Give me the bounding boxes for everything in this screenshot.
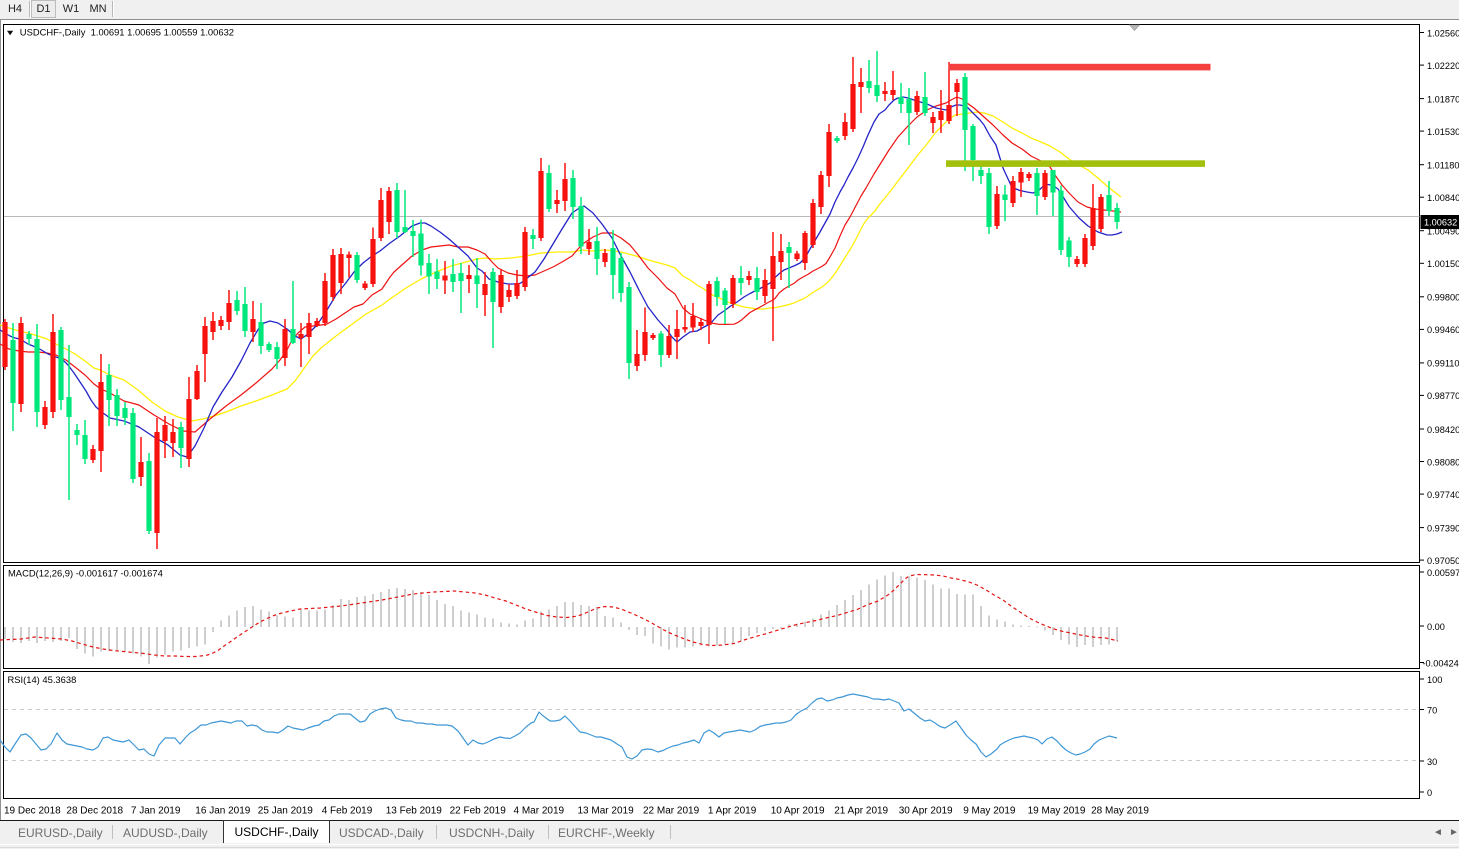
svg-text:19 Dec 2018: 19 Dec 2018 [4, 806, 61, 817]
svg-text:13 Feb 2019: 13 Feb 2019 [386, 806, 443, 817]
svg-text:MACD(12,26,9) -0.001617 -0.001: MACD(12,26,9) -0.001617 -0.001674 [8, 568, 163, 579]
svg-text:1.01530: 1.01530 [1427, 127, 1459, 137]
svg-text:1.01870: 1.01870 [1427, 94, 1459, 104]
svg-text:0.99460: 0.99460 [1427, 325, 1459, 335]
svg-text:10 Apr 2019: 10 Apr 2019 [771, 806, 825, 817]
svg-text:0.98420: 0.98420 [1427, 425, 1459, 435]
svg-text:13 Mar 2019: 13 Mar 2019 [578, 806, 635, 817]
svg-text:4 Mar 2019: 4 Mar 2019 [514, 806, 565, 817]
svg-text:22 Feb 2019: 22 Feb 2019 [450, 806, 507, 817]
svg-text:70: 70 [1427, 705, 1437, 715]
svg-text:9 May 2019: 9 May 2019 [963, 806, 1016, 817]
svg-text:0.00597: 0.00597 [1427, 568, 1459, 578]
svg-text:0.99800: 0.99800 [1427, 293, 1459, 303]
svg-text:1.00150: 1.00150 [1427, 259, 1459, 269]
svg-text:0.98080: 0.98080 [1427, 457, 1459, 467]
svg-text:-0.00424: -0.00424 [1423, 658, 1459, 668]
svg-text:25 Jan 2019: 25 Jan 2019 [258, 806, 313, 817]
svg-text:0.97050: 0.97050 [1427, 556, 1459, 566]
svg-text:1.02560: 1.02560 [1427, 28, 1459, 38]
svg-text:1.00840: 1.00840 [1427, 193, 1459, 203]
svg-text:4 Feb 2019: 4 Feb 2019 [322, 806, 373, 817]
svg-text:0.00: 0.00 [1427, 622, 1445, 632]
svg-text:1.00632: 1.00632 [1424, 218, 1457, 228]
svg-text:28 Dec 2018: 28 Dec 2018 [66, 806, 123, 817]
svg-text:1.01180: 1.01180 [1427, 161, 1459, 171]
svg-text:28 May 2019: 28 May 2019 [1091, 806, 1149, 817]
svg-text:RSI(14) 45.3638: RSI(14) 45.3638 [8, 674, 77, 685]
svg-text:30 Apr 2019: 30 Apr 2019 [899, 806, 953, 817]
svg-text:100: 100 [1427, 675, 1442, 685]
svg-text:30: 30 [1427, 757, 1437, 767]
svg-text:19 May 2019: 19 May 2019 [1028, 806, 1086, 817]
svg-text:0: 0 [1427, 788, 1432, 798]
svg-text:21 Apr 2019: 21 Apr 2019 [834, 806, 888, 817]
svg-text:1.02220: 1.02220 [1427, 61, 1459, 71]
svg-text:22 Mar 2019: 22 Mar 2019 [643, 806, 700, 817]
svg-text:0.97390: 0.97390 [1427, 523, 1459, 533]
svg-text:16 Jan 2019: 16 Jan 2019 [195, 806, 250, 817]
svg-text:0.98770: 0.98770 [1427, 391, 1459, 401]
svg-text:0.97740: 0.97740 [1427, 490, 1459, 500]
svg-text:0.99110: 0.99110 [1427, 359, 1459, 369]
svg-text:1 Apr 2019: 1 Apr 2019 [708, 806, 757, 817]
svg-text:1.00490: 1.00490 [1427, 227, 1459, 237]
svg-text:USDCHF-,Daily 1.00691 1.00695: USDCHF-,Daily 1.00691 1.00695 1.00559 1.… [20, 27, 234, 38]
svg-text:7 Jan 2019: 7 Jan 2019 [131, 806, 181, 817]
